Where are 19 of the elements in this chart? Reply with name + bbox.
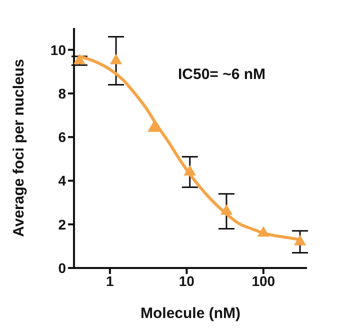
- point: [294, 234, 306, 246]
- y-tick-label: 0: [58, 260, 66, 276]
- point: [147, 121, 160, 132]
- point: [220, 204, 233, 215]
- point: [184, 164, 196, 176]
- y-tick-label: 8: [58, 85, 66, 102]
- y-tick-label: 10: [50, 42, 66, 58]
- x-tick-label: 1: [106, 272, 114, 289]
- annotation: IC50= ~6 nM: [178, 66, 266, 83]
- point: [74, 54, 86, 64]
- y-axis-title: Average foci per nucleus: [10, 59, 28, 237]
- y-tick-label: 2: [58, 216, 66, 232]
- y-tick-label: 6: [58, 129, 66, 146]
- x-tick-label: 10: [178, 272, 195, 289]
- point: [110, 54, 122, 64]
- y-tick-label: 4: [58, 172, 66, 189]
- point: [257, 226, 270, 237]
- x-tick-label: 100: [252, 272, 276, 289]
- x-axis-title: Molecule (nM): [140, 305, 240, 322]
